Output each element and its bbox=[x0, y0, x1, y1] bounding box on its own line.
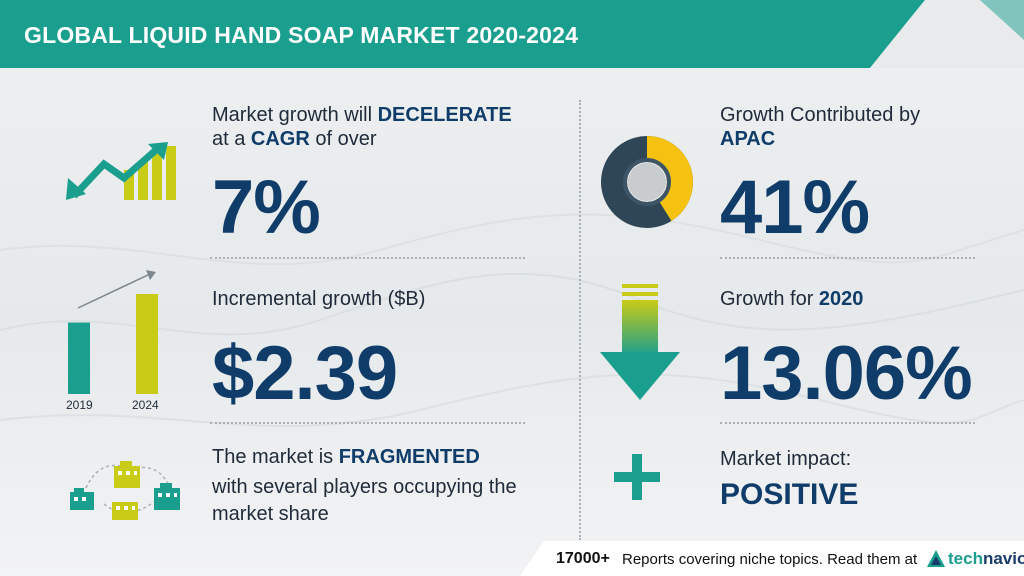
divider-left-1 bbox=[210, 257, 525, 259]
apac-region: APAC bbox=[720, 128, 776, 150]
footer-text: Reports covering niche topics. Read them… bbox=[622, 551, 918, 568]
growth-line-1-prefix: Market growth will bbox=[212, 104, 373, 126]
year-label-2019: 2019 bbox=[66, 398, 93, 412]
divider-right-2 bbox=[720, 422, 975, 424]
growth-line-2-bold: CAGR bbox=[250, 128, 310, 150]
growth-line-2-prefix: at a bbox=[212, 128, 246, 150]
growth-2020-year: 2020 bbox=[818, 288, 864, 310]
cagr-value: 7% bbox=[212, 165, 321, 250]
growth-2020-value: 13.06% bbox=[720, 331, 973, 416]
bar-2019 bbox=[68, 322, 90, 394]
fragmented-line-1: The market is FRAGMENTED bbox=[212, 445, 480, 470]
growth-2020-prefix: Growth for bbox=[720, 288, 814, 310]
divider-left-2 bbox=[210, 422, 525, 424]
growth-line-2-suffix: of over bbox=[315, 128, 377, 150]
header-banner: GLOBAL LIQUID HAND SOAP MARKET 2020-2024 bbox=[0, 0, 925, 68]
divider-right-1 bbox=[720, 257, 975, 259]
plus-icon bbox=[614, 454, 660, 500]
page-title: GLOBAL LIQUID HAND SOAP MARKET 2020-2024 bbox=[24, 22, 579, 48]
technavio-logo-icon bbox=[927, 550, 945, 567]
decelerate-trend-icon bbox=[66, 142, 176, 200]
donut-hole bbox=[628, 163, 666, 201]
donut-apac-segment bbox=[601, 136, 693, 228]
apac-value: 41% bbox=[720, 165, 870, 250]
apac-line-2: APAC bbox=[720, 127, 775, 152]
fragmented-line-1-bold: FRAGMENTED bbox=[338, 446, 480, 468]
year-label-2024: 2024 bbox=[132, 398, 159, 412]
incremental-bar-chart bbox=[68, 270, 158, 394]
footer-report-count: 17000+ bbox=[556, 550, 610, 567]
down-arrow-icon bbox=[600, 284, 680, 400]
growth-2020-label: Growth for 2020 bbox=[720, 287, 863, 312]
fragmented-line-1-prefix: The market is bbox=[212, 446, 334, 468]
growth-line-2: at a CAGR of over bbox=[212, 127, 377, 152]
growth-line-1: Market growth will DECELERATE bbox=[212, 103, 512, 128]
buildings-network-icon bbox=[70, 461, 180, 520]
impact-label: Market impact: bbox=[720, 448, 852, 470]
apac-donut-chart bbox=[601, 136, 693, 228]
fragmented-line-2: with several players occupying the bbox=[212, 476, 517, 498]
apac-line-1: Growth Contributed by bbox=[720, 104, 921, 126]
trend-arrowhead bbox=[146, 270, 156, 280]
donut-inner-ring bbox=[623, 158, 671, 206]
center-divider bbox=[579, 100, 581, 540]
technavio-logo[interactable]: technavio bbox=[948, 549, 1024, 568]
impact-value: POSITIVE bbox=[720, 478, 859, 511]
header-decoration bbox=[870, 0, 1024, 68]
footer-bar: 17000+ Reports covering niche topics. Re… bbox=[520, 541, 1024, 576]
growth-line-1-bold: DECELERATE bbox=[377, 104, 512, 126]
incremental-value: $2.39 bbox=[212, 331, 398, 416]
bar-2024 bbox=[136, 294, 158, 394]
incremental-label: Incremental growth ($B) bbox=[212, 288, 426, 310]
trend-line bbox=[77, 273, 151, 309]
fragmented-line-3: market share bbox=[212, 503, 329, 525]
